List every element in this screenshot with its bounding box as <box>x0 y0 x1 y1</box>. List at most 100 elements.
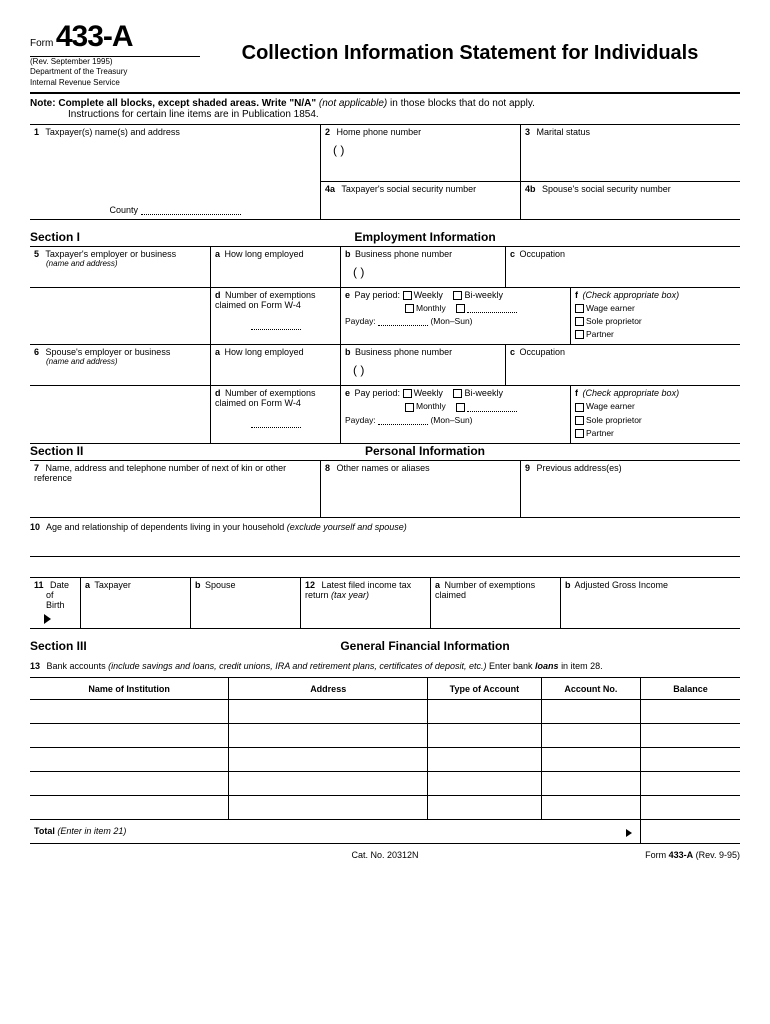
note-block: Note: Complete all blocks, except shaded… <box>30 94 740 125</box>
form-number: 433-A <box>56 20 133 53</box>
section-1-heading: Employment Information <box>230 230 620 244</box>
field-6b[interactable]: b Business phone number ( ) <box>340 345 505 385</box>
checkbox-partner-6[interactable] <box>575 429 584 438</box>
form-label: Form <box>30 38 53 49</box>
emp-row-6a: 6 Spouse's employer or business (name an… <box>30 345 740 386</box>
catalog-number: Cat. No. 20312N <box>351 850 418 860</box>
field-5a[interactable]: a How long employed <box>210 247 340 287</box>
field-7[interactable]: 7 Name, address and telephone number of … <box>30 461 320 517</box>
col-institution: Name of Institution <box>30 678 229 700</box>
department-line1: Department of the Treasury <box>30 68 200 77</box>
emp-row-5b: d Number of exemptions claimed on Form W… <box>30 288 740 346</box>
form-header: Form 433-A (Rev. September 1995) Departm… <box>30 20 740 94</box>
main-title: Collection Information Statement for Ind… <box>242 42 699 65</box>
dotted-payday-6[interactable] <box>378 417 428 425</box>
field-9[interactable]: 9 Previous address(es) <box>520 461 740 517</box>
field-11b[interactable]: b Spouse <box>190 578 300 628</box>
field-11[interactable]: 11 Date of Birth <box>30 578 80 628</box>
note-italic: (not applicable) <box>319 98 387 109</box>
checkbox-partner[interactable] <box>575 330 584 339</box>
arrow-icon <box>44 614 51 624</box>
title-block: Collection Information Statement for Ind… <box>200 20 740 88</box>
field-13-label: 13 Bank accounts (include savings and lo… <box>30 655 740 677</box>
section-3-title: Section III General Financial Informatio… <box>30 639 740 655</box>
bank-row-3[interactable] <box>30 748 740 772</box>
form-number-block: Form 433-A (Rev. September 1995) Departm… <box>30 20 200 88</box>
footer-form-ref: Form 433-A (Rev. 9-95) <box>645 850 740 860</box>
bank-row-1[interactable] <box>30 700 740 724</box>
dotted-payday[interactable] <box>378 318 428 326</box>
phone-parens: ( ) <box>333 143 516 157</box>
field-2[interactable]: 2 Home phone number ( ) <box>320 125 520 181</box>
field-6e[interactable]: e Pay period: Weekly Bi-weekly Monthly P… <box>340 386 570 443</box>
checkbox-sole[interactable] <box>575 317 584 326</box>
field-5d[interactable]: d Number of exemptions claimed on Form W… <box>210 288 340 345</box>
note-rest: in those blocks that do not apply. <box>390 98 535 109</box>
field-6[interactable]: 6 Spouse's employer or business (name an… <box>30 345 210 385</box>
field-12[interactable]: 12 Latest filed income tax return (tax y… <box>300 578 430 628</box>
field-5[interactable]: 5 Taxpayer's employer or business (name … <box>30 247 210 287</box>
bank-row-2[interactable] <box>30 724 740 748</box>
checkbox-sole-6[interactable] <box>575 416 584 425</box>
field-4a[interactable]: 4a Taxpayer's social security number <box>320 181 520 219</box>
field-5b[interactable]: b Business phone number ( ) <box>340 247 505 287</box>
checkbox-biweekly[interactable] <box>453 291 462 300</box>
checkbox-wage[interactable] <box>575 304 584 313</box>
section-3-label: Section III <box>30 639 230 653</box>
checkbox-other[interactable] <box>456 304 465 313</box>
section-2-label: Section II <box>30 444 230 458</box>
field-6c[interactable]: c Occupation <box>505 345 740 385</box>
field-12b[interactable]: b Adjusted Gross Income <box>560 578 740 628</box>
total-balance-cell[interactable] <box>641 820 740 844</box>
col-address: Address <box>229 678 428 700</box>
checkbox-other-6[interactable] <box>456 403 465 412</box>
note-line2: Instructions for certain line items are … <box>68 109 740 120</box>
field-1[interactable]: 1 Taxpayer(s) name(s) and address <box>30 125 320 181</box>
pers-row-7-8-9: 7 Name, address and telephone number of … <box>30 461 740 518</box>
field-11a[interactable]: a Taxpayer <box>80 578 190 628</box>
county-dotted-line[interactable] <box>141 207 241 215</box>
field-12a[interactable]: a Number of exemptions claimed <box>430 578 560 628</box>
row-4a-4b: County 4a Taxpayer's social security num… <box>30 181 740 220</box>
field-6f[interactable]: f (Check appropriate box) Wage earner So… <box>570 386 740 443</box>
bank-row-5[interactable] <box>30 796 740 820</box>
field-10[interactable]: 10 Age and relationship of dependents li… <box>30 518 740 557</box>
note-label: Note: <box>30 98 56 109</box>
row-1-2-3: 1 Taxpayer(s) name(s) and address 2 Home… <box>30 125 740 181</box>
field-5f[interactable]: f (Check appropriate box) Wage earner So… <box>570 288 740 345</box>
arrow-right-icon <box>626 829 632 837</box>
col-type: Type of Account <box>428 678 542 700</box>
field-5e[interactable]: e Pay period: Weekly Bi-weekly Monthly P… <box>340 288 570 345</box>
field-3[interactable]: 3 Marital status <box>520 125 740 181</box>
department-line2: Internal Revenue Service <box>30 79 200 88</box>
field-6a[interactable]: a How long employed <box>210 345 340 385</box>
field-4b[interactable]: 4b Spouse's social security number <box>520 181 740 219</box>
dotted-5d[interactable] <box>251 322 301 330</box>
checkbox-monthly-6[interactable] <box>405 403 414 412</box>
field-5-cont[interactable] <box>30 288 210 345</box>
section-3-heading: General Financial Information <box>230 639 620 653</box>
revision-date: (Rev. September 1995) <box>30 57 200 66</box>
field-6d[interactable]: d Number of exemptions claimed on Form W… <box>210 386 340 443</box>
emp-row-5a: 5 Taxpayer's employer or business (name … <box>30 247 740 288</box>
bank-table-header: Name of Institution Address Type of Acco… <box>30 678 740 700</box>
checkbox-biweekly-6[interactable] <box>453 389 462 398</box>
emp-row-6b: d Number of exemptions claimed on Form W… <box>30 386 740 444</box>
field-8[interactable]: 8 Other names or aliases <box>320 461 520 517</box>
dotted-6d[interactable] <box>251 420 301 428</box>
field-1-continued[interactable]: County <box>30 181 320 219</box>
field-6-cont[interactable] <box>30 386 210 443</box>
checkbox-weekly[interactable] <box>403 291 412 300</box>
section-2-heading: Personal Information <box>230 444 620 458</box>
checkbox-weekly-6[interactable] <box>403 389 412 398</box>
col-balance: Balance <box>641 678 740 700</box>
checkbox-wage-6[interactable] <box>575 403 584 412</box>
col-account-no: Account No. <box>541 678 640 700</box>
checkbox-monthly[interactable] <box>405 304 414 313</box>
field-5c[interactable]: c Occupation <box>505 247 740 287</box>
footer: Cat. No. 20312N Form 433-A (Rev. 9-95) <box>30 850 740 860</box>
note-bold: Complete all blocks, except shaded areas… <box>58 98 316 109</box>
bank-accounts-table: Name of Institution Address Type of Acco… <box>30 677 740 844</box>
bank-row-4[interactable] <box>30 772 740 796</box>
section-2-title: Section II Personal Information <box>30 444 740 461</box>
